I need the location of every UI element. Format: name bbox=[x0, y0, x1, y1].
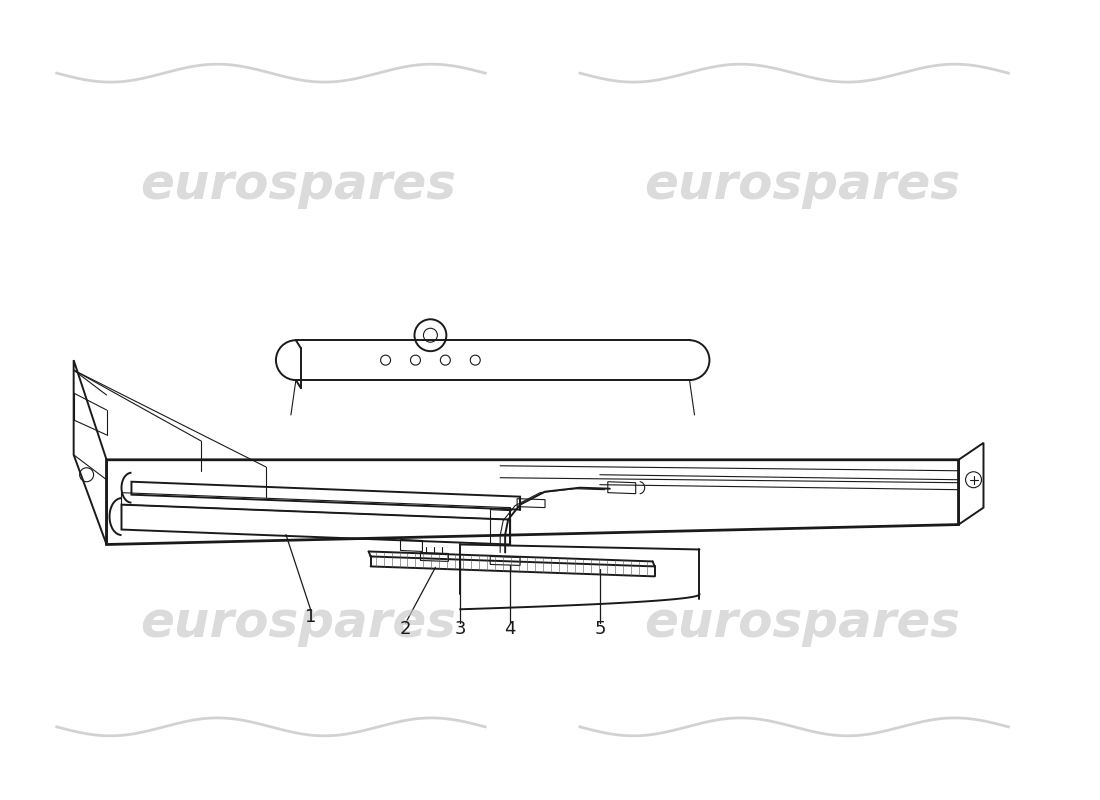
Text: eurospares: eurospares bbox=[645, 599, 960, 647]
Text: eurospares: eurospares bbox=[140, 599, 455, 647]
Text: 1: 1 bbox=[305, 608, 317, 626]
Text: 5: 5 bbox=[594, 620, 606, 638]
Text: 4: 4 bbox=[505, 620, 516, 638]
Text: eurospares: eurospares bbox=[140, 161, 455, 209]
Text: 2: 2 bbox=[399, 620, 411, 638]
Text: eurospares: eurospares bbox=[645, 161, 960, 209]
Text: 3: 3 bbox=[454, 620, 466, 638]
